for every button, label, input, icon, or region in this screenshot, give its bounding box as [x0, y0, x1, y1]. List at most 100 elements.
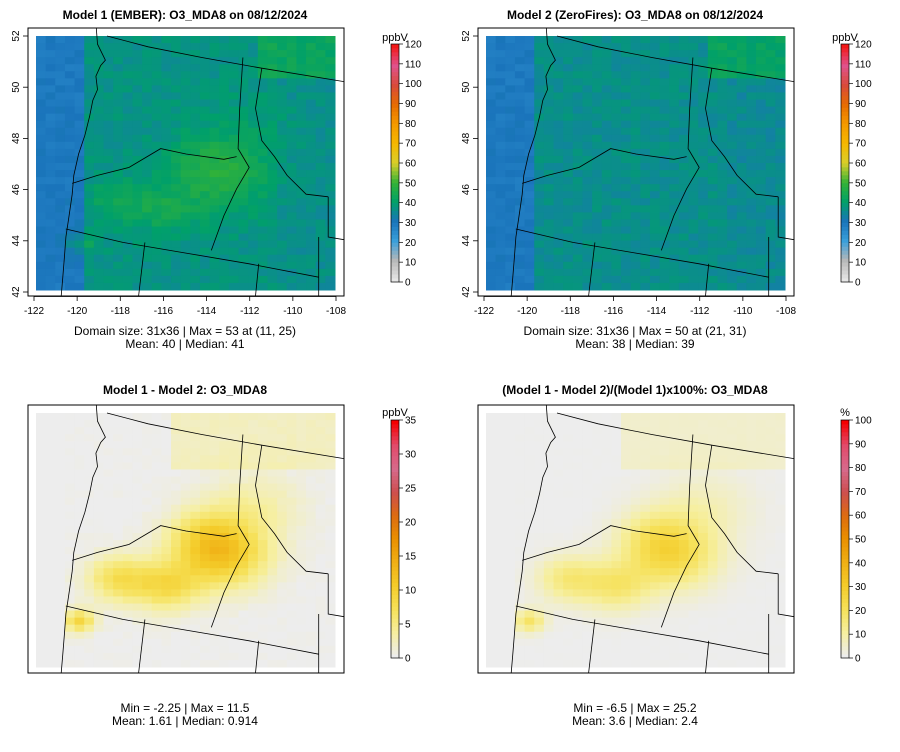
grid-cell — [199, 645, 211, 654]
grid-cell — [286, 568, 297, 576]
grid-cell — [199, 462, 211, 470]
grid-cell — [669, 617, 680, 626]
grid-cell — [727, 652, 738, 661]
grid-cell — [248, 71, 259, 79]
grid-cell — [669, 247, 680, 256]
grid-cell — [611, 638, 622, 647]
grid-cell — [122, 113, 133, 122]
grid-cell — [84, 247, 95, 256]
grid-cell — [505, 155, 516, 164]
grid-cell — [248, 191, 259, 199]
colorbar-tick-label: 35 — [405, 416, 417, 427]
grid-cell — [698, 212, 709, 220]
stats-line-1: Min = -6.5 | Max = 25.2 — [573, 701, 697, 715]
grid-cell — [325, 547, 336, 555]
grid-cell — [55, 659, 66, 668]
grid-cell — [756, 99, 767, 108]
grid-cell — [113, 610, 124, 619]
grid-cell — [582, 589, 593, 597]
boundary-line — [72, 148, 237, 184]
grid-cell — [171, 212, 182, 220]
grid-cell — [592, 191, 603, 199]
grid-cell — [543, 547, 555, 555]
grid-cell — [563, 64, 574, 72]
colorbar-segment — [841, 423, 849, 429]
grid-cell — [103, 92, 114, 100]
grid-cell — [93, 64, 105, 72]
grid-cell — [669, 163, 680, 171]
colorbar-segment — [391, 206, 399, 211]
grid-cell — [325, 582, 336, 590]
grid-cell — [180, 561, 191, 569]
grid-cell — [514, 170, 526, 178]
grid-cell — [688, 247, 699, 256]
grid-cell — [505, 448, 516, 456]
grid-cell — [180, 233, 191, 242]
grid-cell — [678, 99, 690, 108]
grid-cell — [93, 92, 105, 100]
colorbar-segment — [841, 55, 849, 61]
grid-cell — [74, 134, 85, 143]
grid-cell — [122, 603, 133, 612]
grid-cell — [727, 261, 738, 270]
grid-cell — [707, 127, 718, 136]
grid-cell — [543, 92, 555, 100]
grid-cell — [209, 191, 220, 199]
grid-cell — [209, 645, 220, 654]
grid-cell — [296, 462, 307, 470]
grid-cell — [572, 483, 583, 492]
grid-cell — [553, 275, 564, 284]
grid-cell — [74, 71, 85, 79]
grid-cell — [228, 624, 240, 633]
grid-cell — [524, 198, 535, 206]
grid-cell — [103, 155, 114, 164]
grid-cell — [707, 469, 718, 477]
grid-cell — [209, 198, 220, 206]
grid-cell — [524, 275, 535, 284]
colorbar-segment — [391, 527, 399, 532]
grid-cell — [698, 247, 709, 256]
grid-cell — [190, 57, 201, 65]
grid-cell — [64, 120, 76, 129]
grid-cell — [277, 610, 288, 619]
grid-cell — [103, 582, 114, 590]
grid-cell — [132, 78, 143, 86]
grid-cell — [688, 554, 699, 562]
grid-cell — [736, 476, 747, 485]
grid-cell — [113, 268, 124, 277]
grid-cell — [756, 511, 767, 520]
grid-cell — [756, 170, 767, 178]
grid-cell — [296, 589, 307, 597]
grid-cell — [582, 575, 593, 583]
grid-cell — [286, 247, 297, 256]
grid-cell — [113, 645, 124, 654]
grid-cell — [601, 148, 612, 157]
grid-cell — [486, 554, 497, 562]
grid-cell — [171, 427, 182, 435]
grid-cell — [563, 420, 574, 428]
grid-cell — [315, 617, 326, 626]
grid-cell — [717, 127, 728, 136]
grid-cell — [296, 113, 307, 122]
grid-cell — [736, 106, 747, 115]
grid-cell — [103, 483, 114, 492]
grid-cell — [486, 490, 497, 499]
grid-cell — [238, 261, 249, 270]
grid-cell — [582, 441, 593, 449]
grid-cell — [717, 617, 728, 626]
colorbar-segment — [841, 499, 849, 504]
grid-cell — [84, 184, 95, 192]
grid-cell — [161, 92, 172, 100]
grid-cell — [582, 547, 593, 555]
grid-cell — [219, 226, 230, 235]
grid-cell — [122, 497, 133, 506]
grid-cell — [495, 268, 506, 277]
grid-cell — [707, 240, 718, 249]
grid-cell — [238, 198, 249, 206]
grid-cell — [74, 462, 85, 470]
grid-cell — [64, 420, 76, 428]
grid-cell — [113, 106, 124, 115]
grid-cell — [505, 163, 516, 171]
grid-cell — [621, 148, 632, 157]
grid-cell — [698, 148, 709, 157]
